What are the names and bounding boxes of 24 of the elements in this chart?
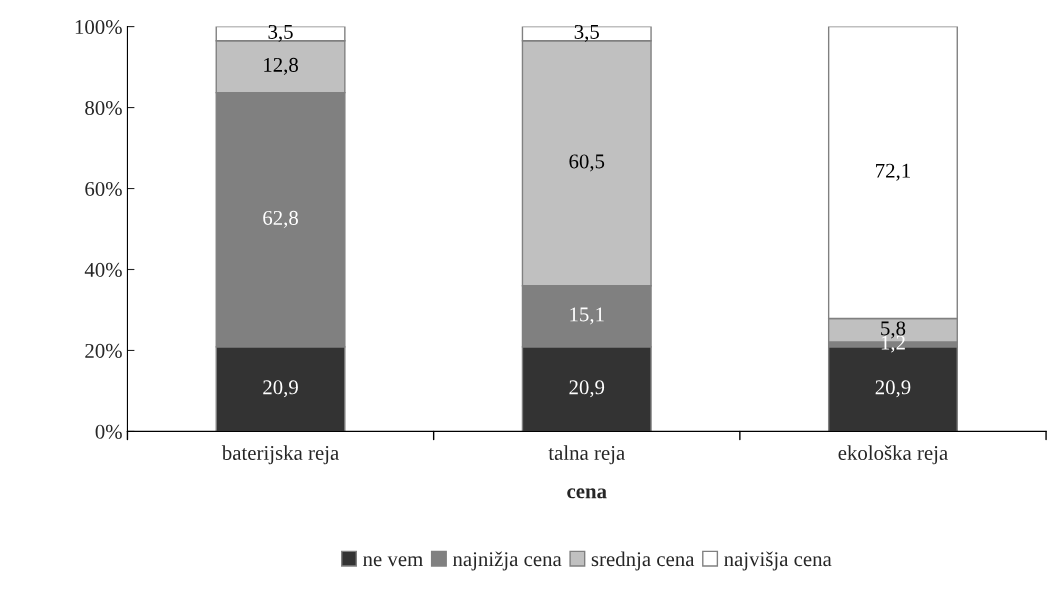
data-label: 3,5 bbox=[268, 24, 293, 42]
legend-label: srednja cena bbox=[591, 551, 695, 571]
y-tick-label: 80% bbox=[85, 100, 122, 116]
y-tick-label: 40% bbox=[84, 262, 122, 277]
y-tick-label: 0% bbox=[95, 424, 122, 439]
data-label: 3,5 bbox=[574, 24, 599, 42]
legend-label: najnižja cena bbox=[452, 551, 562, 571]
legend-label: najvišja cena bbox=[724, 551, 832, 571]
data-label: 72,1 bbox=[876, 163, 910, 181]
data-label: 20,9 bbox=[263, 380, 298, 398]
data-label: 20,9 bbox=[875, 380, 911, 398]
data-label: 60,5 bbox=[569, 154, 605, 172]
x-tick-label: baterijska reja bbox=[221, 445, 339, 465]
y-tick-label: 100% bbox=[75, 19, 122, 35]
x-tick-label: ekološka reja bbox=[838, 445, 948, 465]
y-tick-label: 20% bbox=[85, 343, 122, 358]
data-label: 12,8 bbox=[264, 57, 298, 75]
y-tick-label: 60% bbox=[85, 181, 122, 197]
data-label: 20,9 bbox=[569, 380, 605, 398]
x-tick-label: talna reja bbox=[548, 445, 625, 465]
x-axis-title: cena bbox=[567, 488, 607, 499]
legend-label: ne vem bbox=[363, 556, 423, 567]
data-label: 62,8 bbox=[263, 210, 298, 228]
data-label: 15,1 bbox=[570, 307, 604, 325]
